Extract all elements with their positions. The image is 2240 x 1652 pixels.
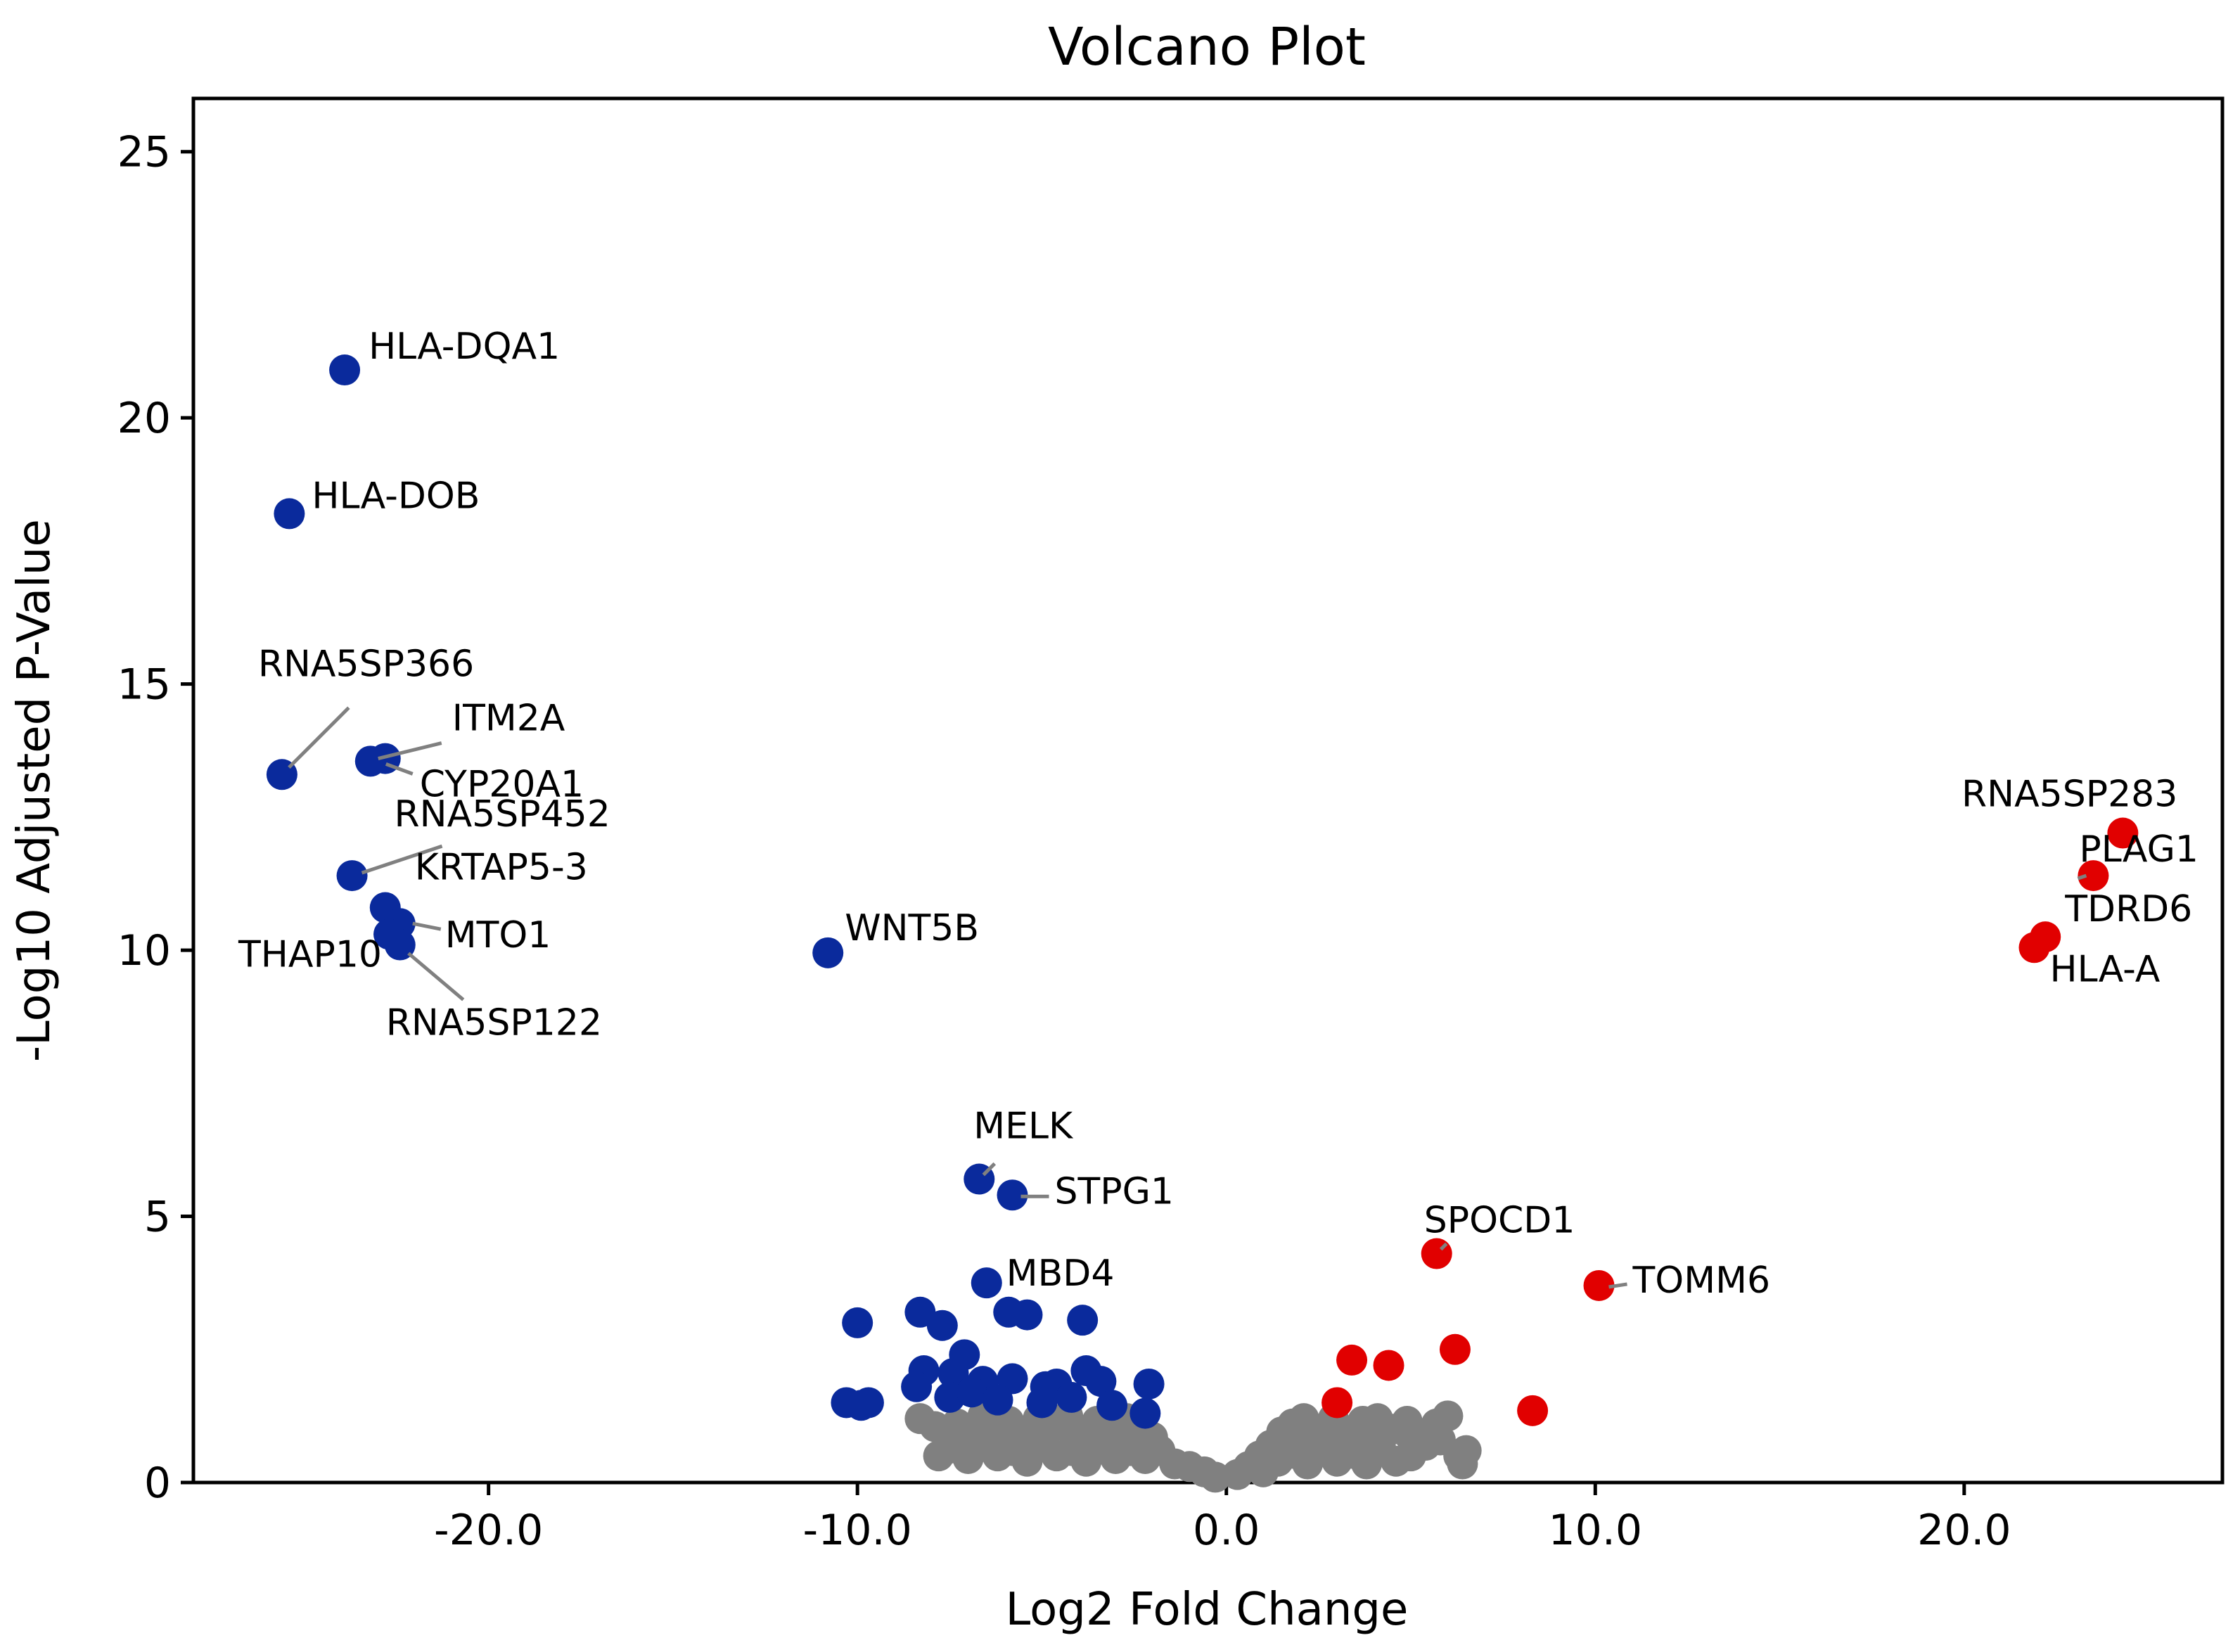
point-down [852, 1387, 884, 1419]
gene-label: RNA5SP366 [258, 643, 474, 685]
point-down [956, 1376, 987, 1408]
leader-line [407, 952, 465, 1001]
gene-label: HLA-DOB [312, 475, 480, 517]
point-up [1583, 1269, 1615, 1301]
point-up [1439, 1333, 1471, 1365]
gene-label: PLAG1 [2079, 828, 2199, 871]
point-ns [1137, 1421, 1168, 1453]
point-ns [960, 1424, 992, 1456]
gene-label: RNA5SP452 [395, 793, 610, 835]
point-down [1026, 1387, 1058, 1419]
leader-line [2077, 873, 2087, 881]
gene-label: TDRD6 [2064, 888, 2192, 930]
gene-label: RNA5SP122 [386, 1002, 602, 1044]
leader-line [288, 706, 350, 769]
point-ns [1103, 1424, 1135, 1456]
x-tick-label: 20.0 [1917, 1506, 2011, 1555]
gene-label: STPG1 [1054, 1170, 1174, 1212]
label-leaders [288, 706, 2087, 1289]
point-down [274, 498, 305, 530]
data-points [266, 354, 2139, 1493]
y-tick-label: 5 [144, 1193, 171, 1242]
point-up [1373, 1350, 1404, 1381]
point-ns [1432, 1400, 1464, 1432]
point-down [949, 1339, 980, 1371]
point-ns [1018, 1421, 1050, 1453]
leader-line [378, 741, 442, 761]
x-tick-label: 0.0 [1193, 1506, 1260, 1555]
point-up [1421, 1238, 1452, 1269]
gene-label: ITM2A [452, 698, 565, 740]
point-down [1133, 1368, 1165, 1400]
point-up [1321, 1387, 1353, 1419]
point-up [2018, 932, 2050, 963]
point-down [1129, 1397, 1161, 1429]
point-down [1085, 1366, 1117, 1397]
point-down [1056, 1381, 1087, 1413]
gene-labels: HLA-DQA1HLA-DOBRNA5SP366ITM2ACYP20A1RNA5… [238, 326, 2199, 1302]
point-down [842, 1307, 873, 1338]
point-down [982, 1384, 1013, 1416]
point-ns [1358, 1427, 1390, 1459]
leader-line [1439, 1242, 1448, 1251]
gene-label: MTO1 [445, 914, 551, 956]
gene-label: WNT5B [845, 907, 979, 949]
point-ns [1321, 1421, 1353, 1453]
gene-label: TOMM6 [1632, 1260, 1771, 1302]
y-tick-label: 20 [117, 394, 171, 443]
point-ns [1284, 1424, 1316, 1456]
point-down [997, 1179, 1028, 1211]
point-down [1011, 1299, 1043, 1331]
point-down [336, 860, 368, 892]
point-up [2078, 860, 2109, 892]
gene-label: HLA-DQA1 [369, 326, 560, 368]
point-up [1517, 1395, 1549, 1426]
leader-line [1608, 1282, 1627, 1289]
point-ns [1063, 1424, 1094, 1456]
point-down [812, 937, 844, 968]
leader-line [361, 844, 443, 875]
point-ns [1447, 1448, 1478, 1480]
gene-label: THAP10 [238, 933, 382, 975]
gene-label: HLA-A [2049, 948, 2160, 990]
point-down [354, 745, 386, 777]
x-axis-label: Log2 Fold Change [1006, 1584, 1409, 1636]
point-down [1096, 1390, 1128, 1421]
gene-label: CYP20A1 [420, 763, 584, 805]
x-tick-label: 10.0 [1548, 1506, 1642, 1555]
point-down [329, 354, 361, 386]
point-ns [1395, 1421, 1426, 1453]
gene-label: MELK [973, 1106, 1074, 1148]
axis-ticks: -20.0 -10.0 0.0 10.0 20.0 0 5 10 15 20 25 [117, 128, 2011, 1555]
gene-label: SPOCD1 [1424, 1200, 1575, 1242]
leader-line [412, 921, 442, 931]
y-tick-label: 15 [117, 660, 171, 710]
y-tick-label: 0 [144, 1459, 171, 1508]
y-tick-label: 10 [117, 926, 171, 975]
point-up [2107, 817, 2139, 849]
point-down [384, 929, 416, 961]
point-down [1067, 1305, 1099, 1336]
gene-label: KRTAP5-3 [415, 847, 588, 889]
gene-label: MBD4 [1006, 1253, 1115, 1295]
point-down [926, 1310, 958, 1341]
point-down [901, 1371, 933, 1402]
x-tick-label: -20.0 [434, 1506, 543, 1555]
chart-title: Volcano Plot [1048, 17, 1366, 77]
gene-label: RNA5SP283 [1961, 774, 2177, 816]
leader-line [385, 762, 414, 776]
x-tick-label: -10.0 [803, 1506, 912, 1555]
leader-line [982, 1162, 997, 1177]
point-down [971, 1267, 1002, 1299]
y-tick-label: 25 [117, 128, 171, 177]
point-up [1336, 1344, 1368, 1376]
y-axis-label: -Log10 Adjusted P-Value [8, 519, 60, 1062]
